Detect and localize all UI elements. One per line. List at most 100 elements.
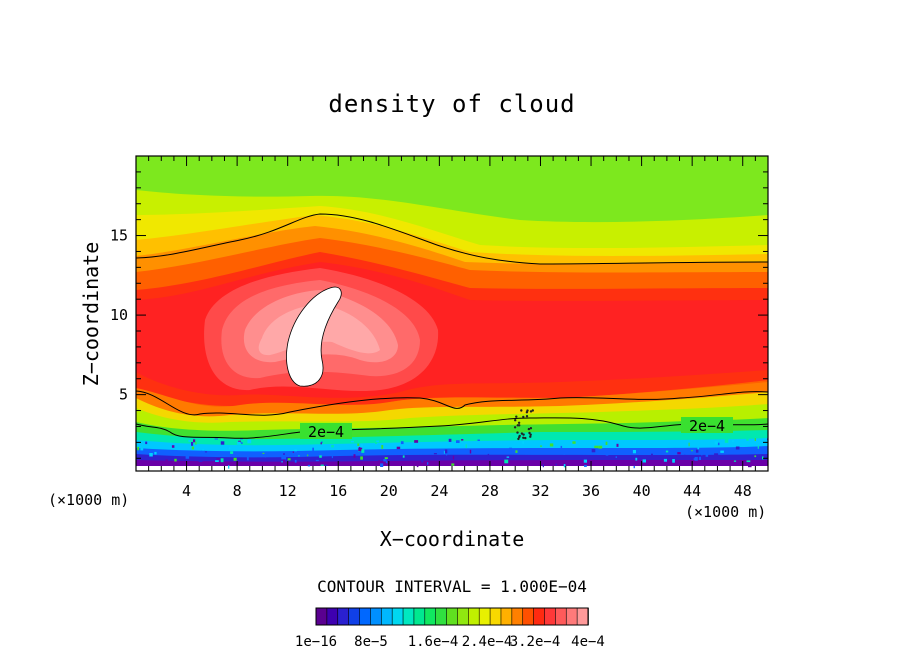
speckle [191, 442, 194, 446]
colorbar-swatch-23 [565, 607, 578, 626]
speckle [522, 436, 525, 439]
colorbar-labels: 1e−16 8e−5 1.6e−4 2.4e−43.2e−4 4e−4 [295, 634, 605, 650]
contour-lines [136, 213, 768, 439]
x-tick-label-4: 20 [380, 482, 398, 500]
speckle [137, 446, 140, 451]
speckle [357, 443, 360, 446]
speckle [563, 464, 566, 468]
speckle [319, 455, 322, 458]
speckle [583, 438, 585, 440]
speckle [174, 458, 177, 462]
speckle [376, 440, 379, 443]
speckle [529, 427, 533, 430]
speckle [651, 453, 653, 458]
colorbar-swatch-17 [500, 607, 513, 626]
speckle [262, 452, 265, 454]
speckle [220, 458, 224, 463]
speckle [635, 457, 638, 461]
speckle [378, 460, 380, 464]
speckle [739, 447, 742, 450]
speckle [452, 455, 455, 460]
speckle [486, 438, 489, 441]
speckle [360, 456, 363, 460]
speckle [688, 442, 690, 447]
speckle [149, 453, 153, 457]
x-tick-label-6: 28 [481, 482, 499, 500]
speckle [598, 445, 603, 449]
x-axis: 4 8 12 16 20 24 28 32 36 40 44 48 [148, 156, 756, 500]
speckle [383, 459, 387, 462]
colorbar-label-0: 1e−16 [295, 634, 337, 650]
colorbar-swatch-20 [533, 607, 546, 626]
speckle [469, 449, 472, 454]
colorbar-swatch-3 [348, 607, 361, 626]
colorbar-swatch-8 [402, 607, 415, 626]
speckle [594, 445, 599, 449]
speckle [358, 447, 363, 452]
contour-interval-text: CONTOUR INTERVAL = 1.000E−04 [317, 577, 587, 596]
x-tick-label-1: 8 [233, 482, 242, 500]
speckle [251, 461, 254, 465]
speckle [748, 464, 752, 468]
speckle [396, 446, 401, 450]
speckle [516, 431, 519, 434]
speckle [331, 455, 333, 459]
x-tick-label-10: 44 [683, 482, 701, 500]
colorbar [315, 607, 589, 626]
colorbar-label-4: 3.2e−4 [510, 634, 561, 650]
x-tick-label-7: 32 [531, 482, 549, 500]
y-tick-label-1: 10 [110, 306, 128, 324]
speckle [762, 450, 766, 454]
speckle [555, 463, 557, 466]
speckle [477, 439, 480, 441]
speckle [697, 447, 700, 450]
speckle [188, 439, 190, 442]
speckle [615, 456, 617, 458]
speckle [402, 455, 405, 458]
y-tick-label-2: 15 [110, 227, 128, 245]
speckle [583, 459, 587, 463]
speckle [663, 458, 667, 462]
speckle [294, 459, 297, 463]
x-unit-left: (×1000 m) [48, 491, 129, 509]
speckle [214, 438, 218, 440]
contour-upper [136, 213, 768, 265]
speckle [515, 438, 519, 441]
speckle [487, 453, 490, 457]
speckle [233, 457, 237, 461]
speckle [754, 455, 757, 458]
speckle [531, 409, 534, 412]
speckle [281, 455, 285, 460]
speckle [549, 438, 551, 440]
speckle [324, 464, 328, 466]
noise-speckles [137, 409, 768, 469]
speckle [433, 453, 437, 455]
colorbar-swatch-7 [391, 607, 404, 626]
x-tick-label-11: 48 [734, 482, 752, 500]
speckle [140, 448, 144, 451]
chart-title: density of cloud [328, 90, 575, 118]
speckle [384, 457, 388, 459]
speckle [215, 460, 219, 462]
speckle [665, 450, 669, 453]
contour-label-bg-2 [681, 417, 733, 433]
colorbar-swatch-9 [413, 607, 426, 626]
speckle [385, 461, 388, 464]
speckle [246, 456, 249, 461]
speckle [605, 452, 609, 456]
speckle [421, 458, 424, 463]
speckle [307, 454, 309, 457]
colorbar-swatch-12 [446, 607, 459, 626]
speckle [381, 445, 384, 449]
x-tick-label-3: 16 [329, 482, 347, 500]
speckle [522, 433, 525, 436]
speckle [605, 441, 608, 445]
y-axis: 5 10 15 [110, 171, 768, 459]
speckle [746, 438, 749, 441]
speckle [191, 446, 195, 450]
x-tick-label-2: 12 [279, 482, 297, 500]
speckle [448, 438, 452, 442]
colorbar-swatch-18 [511, 607, 524, 626]
speckle [724, 438, 729, 443]
speckle [762, 456, 764, 460]
